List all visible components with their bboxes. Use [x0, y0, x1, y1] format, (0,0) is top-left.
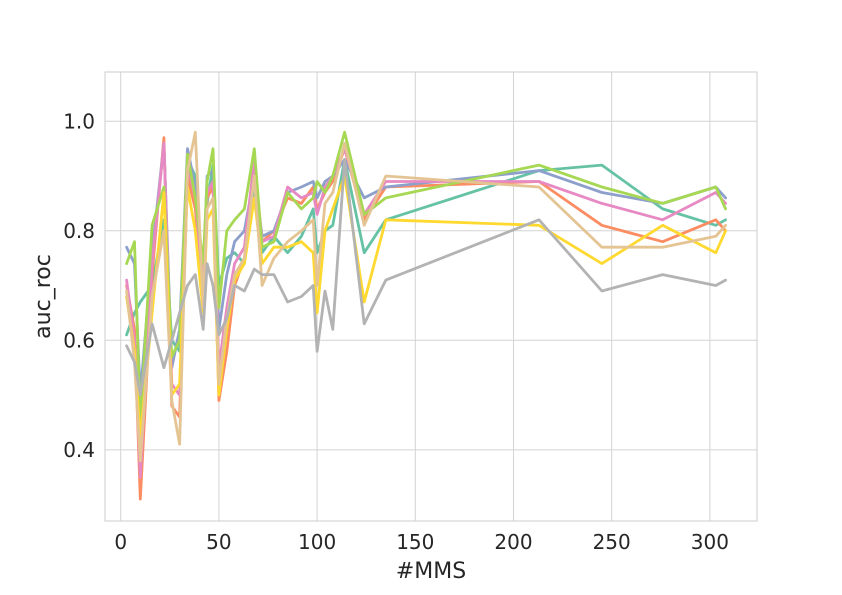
- series-line-8: [125, 158, 727, 397]
- y-tick-label: 0.4: [63, 438, 95, 462]
- x-tick-label: 150: [396, 530, 434, 554]
- grid-lines: [105, 72, 757, 521]
- x-tick-label: 300: [691, 530, 729, 554]
- tick-labels: 0 50 100 150 200 250 300 0.4 0.6 0.8 1.0: [63, 109, 729, 554]
- x-axis-label: #MMS: [396, 559, 466, 584]
- x-tick-label: 0: [114, 530, 127, 554]
- x-tick-label: 250: [593, 530, 631, 554]
- series-lines: [125, 130, 727, 501]
- series-line-5: [125, 130, 727, 424]
- y-tick-label: 0.6: [63, 328, 95, 352]
- y-tick-label: 1.0: [63, 109, 95, 133]
- x-tick-label: 200: [494, 530, 532, 554]
- y-tick-label: 0.8: [63, 219, 95, 243]
- x-tick-label: 50: [206, 530, 231, 554]
- x-tick-label: 100: [298, 530, 336, 554]
- series-line-7: [125, 130, 727, 463]
- y-axis-label: auc_roc: [31, 254, 56, 339]
- series-line-6: [125, 174, 727, 441]
- plot-frame: [104, 71, 758, 522]
